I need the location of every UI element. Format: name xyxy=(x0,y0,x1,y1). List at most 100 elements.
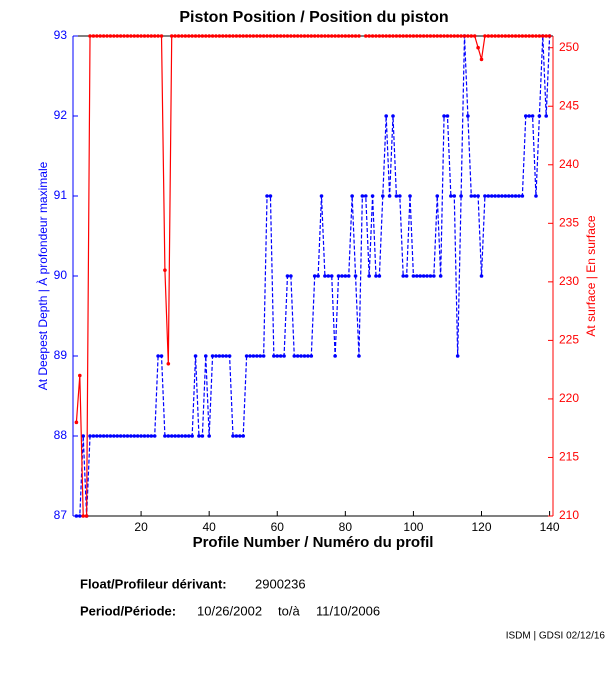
point xyxy=(401,34,406,38)
point xyxy=(544,34,548,38)
point xyxy=(432,34,436,38)
point xyxy=(248,354,252,358)
point xyxy=(309,34,314,38)
point xyxy=(479,57,484,62)
point xyxy=(394,34,399,38)
point xyxy=(272,34,276,38)
point xyxy=(489,194,494,198)
point xyxy=(299,34,303,38)
point xyxy=(326,274,331,278)
point xyxy=(483,34,487,38)
point xyxy=(329,34,334,38)
point xyxy=(186,34,191,38)
point xyxy=(227,354,232,358)
point xyxy=(411,274,416,278)
y-tick-label: 90 xyxy=(54,268,68,282)
point xyxy=(289,274,293,278)
point xyxy=(496,194,501,198)
point xyxy=(149,434,154,438)
point xyxy=(95,434,99,438)
point xyxy=(258,354,263,358)
point xyxy=(472,34,477,38)
point xyxy=(129,434,133,438)
point xyxy=(244,34,249,38)
period-to: to/à xyxy=(278,603,300,618)
point xyxy=(224,34,228,38)
point xyxy=(261,34,266,38)
point xyxy=(418,274,423,278)
point xyxy=(425,274,429,278)
point xyxy=(523,34,528,38)
footer: ISDM | GDSI 02/12/16 xyxy=(506,631,606,642)
point xyxy=(530,34,535,38)
point xyxy=(544,114,548,118)
point xyxy=(261,354,266,358)
point xyxy=(513,194,518,198)
point xyxy=(384,34,388,38)
point xyxy=(241,34,246,38)
point xyxy=(445,114,450,118)
point xyxy=(415,34,419,38)
point xyxy=(503,194,508,198)
point xyxy=(152,434,157,438)
point xyxy=(108,34,113,38)
point xyxy=(112,34,116,38)
point xyxy=(530,114,535,118)
point xyxy=(462,34,467,38)
point xyxy=(547,34,552,38)
x-tick-label: 20 xyxy=(134,520,148,534)
y2-tick-label: 220 xyxy=(559,391,579,405)
point xyxy=(278,34,283,38)
point xyxy=(391,34,395,38)
point xyxy=(268,194,273,198)
point xyxy=(316,274,320,278)
point xyxy=(176,34,181,38)
point xyxy=(391,114,395,118)
point xyxy=(173,34,177,38)
point xyxy=(435,194,440,198)
point xyxy=(227,34,232,38)
point xyxy=(238,434,242,438)
point xyxy=(367,34,371,38)
point xyxy=(265,194,269,198)
point xyxy=(500,34,504,38)
point xyxy=(350,34,354,38)
point xyxy=(370,34,375,38)
point xyxy=(357,354,361,358)
point xyxy=(265,34,269,38)
series-line xyxy=(76,35,551,517)
point xyxy=(118,434,123,438)
point xyxy=(238,34,242,38)
y2-tick-label: 240 xyxy=(559,157,579,171)
point xyxy=(493,194,497,198)
point xyxy=(506,34,511,38)
point xyxy=(197,34,201,38)
point xyxy=(483,194,487,198)
point xyxy=(343,34,348,38)
point xyxy=(122,34,126,38)
point xyxy=(534,194,538,198)
point xyxy=(540,34,545,38)
point xyxy=(118,34,123,38)
point xyxy=(374,274,378,278)
point xyxy=(459,194,463,198)
point xyxy=(224,354,228,358)
y-tick-label: 92 xyxy=(54,108,68,122)
point xyxy=(340,34,344,38)
point xyxy=(401,274,406,278)
point xyxy=(326,34,331,38)
point xyxy=(105,434,109,438)
point xyxy=(180,434,184,438)
point xyxy=(455,354,460,358)
point xyxy=(449,34,453,38)
point xyxy=(78,373,82,378)
point xyxy=(163,434,167,438)
point xyxy=(135,34,140,38)
point xyxy=(203,34,208,38)
point xyxy=(333,354,337,358)
point xyxy=(384,114,388,118)
point xyxy=(363,34,368,38)
point xyxy=(108,434,113,438)
